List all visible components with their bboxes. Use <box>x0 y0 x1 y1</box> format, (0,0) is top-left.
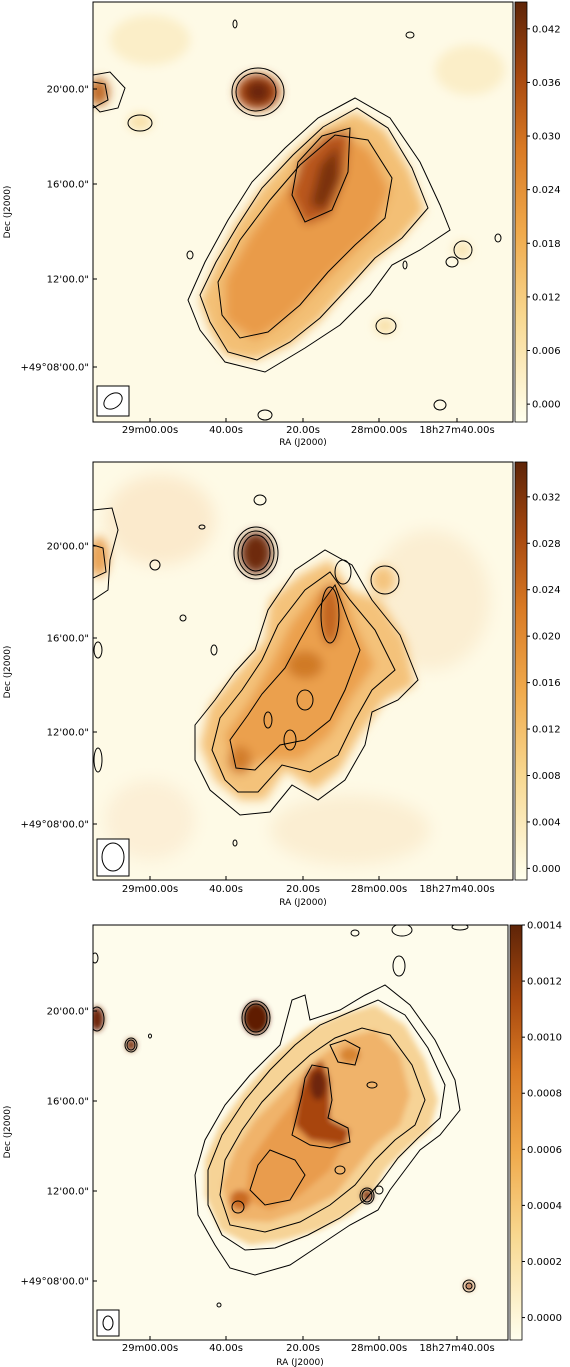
colorbar-3 <box>510 925 522 1340</box>
x-tick-label: 20.00s <box>286 884 320 895</box>
colorbar-tick-label: 0.012 <box>532 725 561 736</box>
yticks-1: 20'00.0" 16'00.0" 12'00.0" +49°08'00.0" <box>21 85 97 374</box>
colorbar-2-ticks: 0.032 0.028 0.024 0.020 0.016 0.012 0.008 0.004… <box>527 492 561 875</box>
colorbar-tick-label: 0.036 <box>532 78 561 89</box>
colorbar-tick-label: 0.016 <box>532 678 561 689</box>
panel-1: 0.042 0.036 0.030 0.024 0.018 0.012 0.006 0.000… <box>3 2 561 448</box>
colorbar-tick-label: 0.042 <box>532 24 561 35</box>
x-tick-label: 18h27m40.00s <box>419 884 494 895</box>
colorbar-tick-label: 0.0010 <box>527 1033 562 1044</box>
y-axis-label-2: Dec (J2000) <box>3 646 13 699</box>
colorbar-tick-label: 0.0004 <box>527 1201 562 1212</box>
x-tick-label: 29m00.00s <box>122 425 178 436</box>
x-tick-label: 29m00.00s <box>122 1343 178 1354</box>
colorbar-tick-label: 0.030 <box>532 132 561 143</box>
y-axis-label-1: Dec (J2000) <box>3 186 13 239</box>
colorbar-tick-label: 0.028 <box>532 539 561 550</box>
colorbar-tick-label: 0.0008 <box>527 1089 562 1100</box>
colorbar-tick-label: 0.012 <box>532 292 561 303</box>
x-tick-label: 20.00s <box>286 425 320 436</box>
panel-1-image <box>89 2 513 422</box>
colorbar-1-ticks: 0.042 0.036 0.030 0.024 0.018 0.012 0.006 0.000 <box>527 24 561 410</box>
colorbar-tick-label: 0.0006 <box>527 1145 562 1156</box>
colorbar-2 <box>515 462 527 880</box>
colorbar-tick-label: 0.008 <box>532 771 561 782</box>
colorbar-3-ticks: 0.0014 0.0012 0.0010 0.0008 0.0006 0.0004 0.00… <box>522 921 562 1325</box>
colorbar-tick-label: 0.020 <box>532 632 561 643</box>
panel-3-image <box>90 924 508 1340</box>
yticks-3: 20'00.0" 16'00.0" 12'00.0" +49°08'00.0" <box>21 1007 97 1288</box>
y-tick-label: 12'00.0" <box>47 275 89 286</box>
y-tick-label: 16'00.0" <box>47 1097 89 1108</box>
colorbar-tick-label: 0.000 <box>532 864 561 875</box>
colorbar-tick-label: 0.0012 <box>527 977 562 988</box>
colorbar-tick-label: 0.0014 <box>527 921 562 932</box>
colorbar-tick-label: 0.024 <box>532 585 561 596</box>
y-axis-label-3: Dec (J2000) <box>3 1106 13 1159</box>
x-axis-label-1: RA (J2000) <box>279 438 327 448</box>
colorbar-tick-label: 0.006 <box>532 346 561 357</box>
panel-3: 0.0014 0.0012 0.0010 0.0008 0.0006 0.0004 0.00… <box>3 921 562 1367</box>
colorbar-tick-label: 0.032 <box>532 492 561 503</box>
y-tick-label: +49°08'00.0" <box>21 363 89 374</box>
colorbar-tick-label: 0.0000 <box>527 1313 562 1324</box>
panel-2-image <box>89 462 513 880</box>
x-axis-label-2: RA (J2000) <box>279 898 327 908</box>
yticks-2: 20'00.0" 16'00.0" 12'00.0" +49°08'00.0" <box>21 542 97 831</box>
y-tick-label: 12'00.0" <box>47 728 89 739</box>
y-tick-label: 20'00.0" <box>47 85 89 96</box>
x-tick-label: 20.00s <box>286 1343 320 1354</box>
x-tick-label: 18h27m40.00s <box>419 425 494 436</box>
colorbar-tick-label: 0.000 <box>532 400 561 411</box>
colorbar-1 <box>515 2 527 422</box>
y-tick-label: 12'00.0" <box>47 1187 89 1198</box>
y-tick-label: +49°08'00.0" <box>21 820 89 831</box>
colorbar-tick-label: 0.018 <box>532 239 561 250</box>
colorbar-tick-label: 0.004 <box>532 817 561 828</box>
panel-2: 0.032 0.028 0.024 0.020 0.016 0.012 0.008 0.004… <box>3 462 561 908</box>
x-tick-label: 40.00s <box>209 1343 243 1354</box>
y-tick-label: 16'00.0" <box>47 634 89 645</box>
y-tick-label: 16'00.0" <box>47 180 89 191</box>
x-tick-label: 28m00.00s <box>351 884 407 895</box>
x-tick-label: 29m00.00s <box>122 884 178 895</box>
colorbar-tick-label: 0.0002 <box>527 1257 562 1268</box>
colorbar-tick-label: 0.024 <box>532 185 561 196</box>
y-tick-label: +49°08'00.0" <box>21 1277 89 1288</box>
x-tick-label: 18h27m40.00s <box>419 1343 494 1354</box>
x-axis-label-3: RA (J2000) <box>276 1358 324 1367</box>
x-tick-label: 40.00s <box>209 884 243 895</box>
x-tick-label: 40.00s <box>209 425 243 436</box>
y-tick-label: 20'00.0" <box>47 1007 89 1018</box>
x-tick-label: 28m00.00s <box>351 1343 407 1354</box>
y-tick-label: 20'00.0" <box>47 542 89 553</box>
x-tick-label: 28m00.00s <box>351 425 407 436</box>
